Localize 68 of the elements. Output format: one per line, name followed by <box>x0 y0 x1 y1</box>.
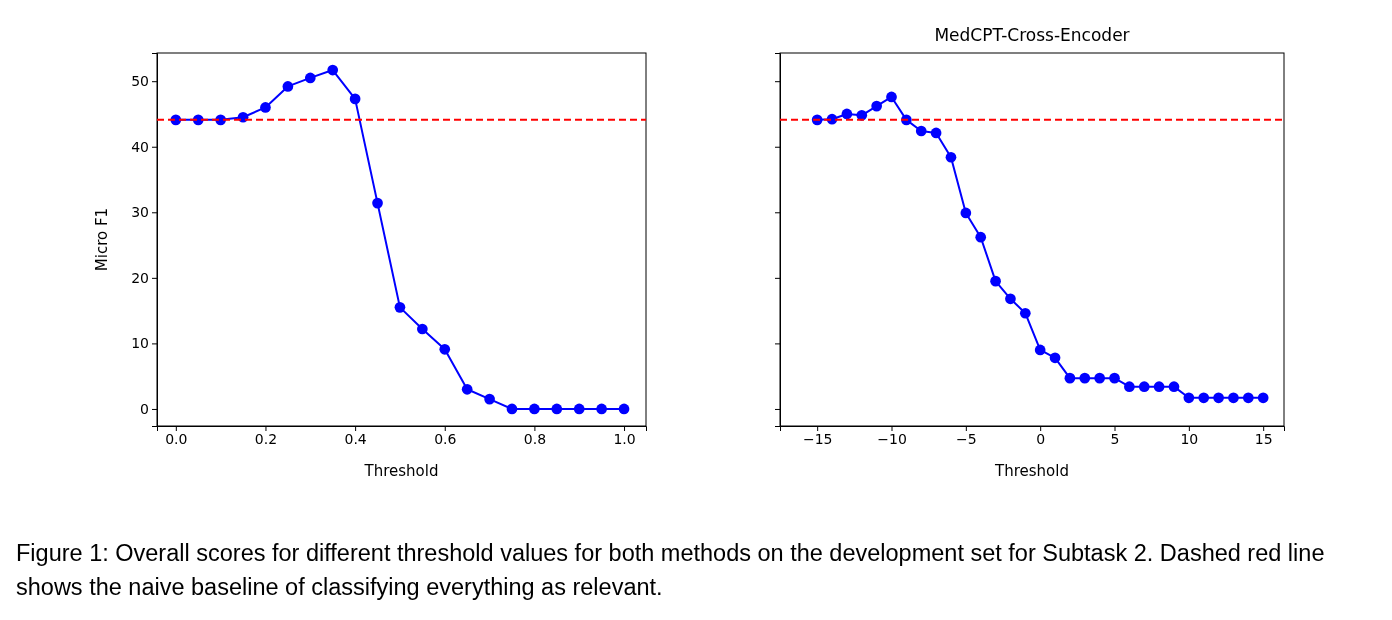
point <box>461 383 473 395</box>
y-tick-label: 30 <box>131 204 149 221</box>
y-tick-label: 40 <box>131 138 149 155</box>
x-tick-label: −10 <box>877 430 907 447</box>
point <box>327 64 339 76</box>
point <box>1213 392 1224 404</box>
point <box>506 403 518 415</box>
y-tick-label: 0 <box>140 400 149 417</box>
point <box>1079 372 1091 384</box>
x-tick-label: 15 <box>1254 430 1273 447</box>
point <box>1228 392 1239 404</box>
y-tick-label: 10 <box>131 335 149 352</box>
x-tick-label: 5 <box>1110 430 1120 447</box>
point <box>1198 392 1210 404</box>
point <box>1034 344 1046 356</box>
point <box>529 403 540 415</box>
point <box>618 403 630 415</box>
point <box>1049 352 1061 364</box>
x-tick-label: 0.8 <box>523 430 547 447</box>
point <box>596 403 607 415</box>
point <box>304 72 316 84</box>
point <box>394 302 406 313</box>
point <box>1019 307 1031 319</box>
point <box>1257 392 1269 404</box>
x-tick-label: 0.2 <box>254 430 278 447</box>
point <box>372 197 383 209</box>
x-tick-label: 0.4 <box>344 430 367 447</box>
point <box>1109 372 1120 384</box>
caption: Figure 1: Overall scores for different threshold values for both methods on the development set for Subtask 2. Dashed red line shows the naive baseline of classifying everything as relevant. <box>16 539 1326 602</box>
point <box>349 93 361 105</box>
point <box>960 207 972 219</box>
point <box>990 275 1001 287</box>
x-tick-label: −15 <box>802 430 833 447</box>
point <box>1242 392 1254 404</box>
point <box>915 125 927 137</box>
point <box>930 127 942 139</box>
point <box>1183 392 1195 404</box>
point <box>841 108 853 120</box>
point <box>1138 381 1150 393</box>
point <box>1168 381 1180 393</box>
point <box>1124 381 1135 393</box>
x-axis-title: Threshold <box>363 462 439 480</box>
point <box>551 403 563 415</box>
point <box>1153 381 1165 393</box>
y-tick-label: 50 <box>131 73 149 90</box>
x-tick-label: −5 <box>956 430 977 447</box>
x-tick-label: 0.6 <box>434 430 457 447</box>
point <box>484 393 495 405</box>
point <box>945 151 957 163</box>
point <box>260 102 271 113</box>
x-tick-label: 0 <box>1036 430 1046 447</box>
point <box>886 91 897 103</box>
point <box>282 81 294 92</box>
point <box>416 323 428 335</box>
point <box>1064 372 1076 384</box>
x-tick-label: 0.0 <box>165 430 188 447</box>
chart-title: MedCPT-Cross-Encoder <box>934 25 1130 45</box>
point <box>573 403 585 415</box>
point <box>439 343 451 355</box>
y-tick-label: 20 <box>131 269 149 286</box>
x-axis-title: Threshold <box>994 462 1069 480</box>
x-tick-label: 10 <box>1180 430 1199 447</box>
point <box>871 100 882 112</box>
point <box>1005 293 1016 305</box>
point <box>1094 372 1105 384</box>
y-axis-title: Micro F1 <box>93 207 111 272</box>
x-tick-label: 1.0 <box>613 430 636 447</box>
point <box>975 231 987 243</box>
